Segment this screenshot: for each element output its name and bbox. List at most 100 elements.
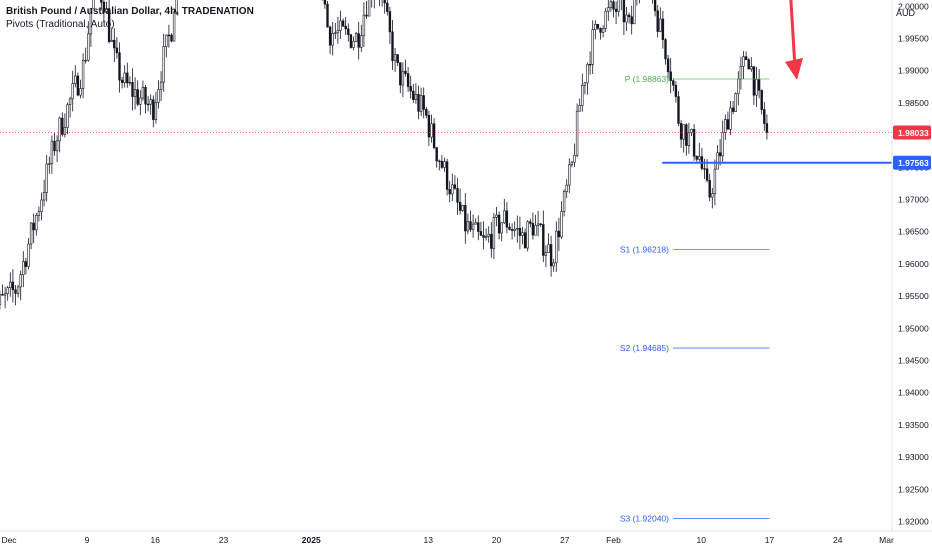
candle-up: [89, 7, 93, 35]
candle-down: [703, 168, 706, 170]
time-tick-label: 2025: [302, 535, 321, 545]
candle-down: [383, 0, 386, 4]
down-arrow-shaft: [789, 0, 797, 68]
candle-up: [500, 222, 503, 234]
symbol-title[interactable]: British Pound / Australian Dollar, 4h, T…: [6, 6, 254, 17]
candle-down: [664, 39, 667, 60]
candle-up: [729, 107, 732, 130]
candle-down: [438, 160, 441, 163]
candle-down: [596, 23, 600, 29]
candle-down: [341, 20, 345, 27]
candle-down: [404, 70, 407, 74]
candle-down: [529, 221, 532, 224]
candle-down: [344, 25, 347, 30]
candle-down: [456, 188, 459, 203]
candle-down: [685, 124, 688, 146]
candle-down: [61, 117, 64, 135]
candle-down: [412, 90, 415, 100]
candle-up: [560, 211, 563, 238]
candle-up: [336, 30, 340, 34]
time-axis[interactable]: Dec 9 16 23 2025 13 20 27 Feb 10 17 24 Mar: [1, 535, 894, 545]
candle-up: [521, 232, 524, 236]
candle-down: [349, 34, 353, 48]
candle-down: [357, 33, 360, 48]
indicator-label[interactable]: Pivots (Traditional, Auto): [6, 19, 115, 30]
time-tick-label: 27: [560, 535, 570, 545]
candle-up: [354, 33, 358, 42]
candle-down: [557, 230, 561, 238]
candle-up: [19, 274, 22, 288]
candle-up: [713, 168, 717, 195]
candle-down: [718, 152, 722, 157]
candle-up: [724, 119, 727, 133]
candle-down: [763, 109, 766, 124]
candle-down: [505, 210, 509, 228]
price-tick-label: 1.92500: [898, 484, 929, 494]
candle-up: [578, 105, 581, 112]
candle-up: [591, 29, 594, 65]
candle-down: [627, 14, 631, 17]
candle-down: [672, 80, 675, 86]
candle-up: [737, 78, 740, 95]
candle-up: [35, 215, 38, 231]
candle-down: [669, 71, 672, 81]
candle-down: [14, 289, 17, 294]
candle-down: [469, 221, 472, 230]
candle-down: [100, 0, 103, 3]
candle-up: [565, 184, 568, 192]
candle-up: [331, 33, 334, 46]
candle-down: [406, 73, 410, 87]
candle-down: [588, 64, 592, 66]
candle-up: [755, 79, 758, 96]
candle-up: [562, 191, 566, 212]
candle-up: [9, 281, 12, 288]
candle-up: [165, 34, 168, 47]
candle-up: [604, 10, 607, 29]
candle-up: [157, 89, 160, 103]
candle-up: [149, 99, 152, 105]
candle-up: [690, 129, 693, 133]
candle-up: [414, 94, 418, 100]
candle-down: [126, 72, 129, 84]
candle-down: [531, 223, 535, 236]
candle-down: [53, 140, 56, 152]
candle-up: [495, 214, 498, 218]
candle-down: [695, 155, 698, 160]
price-tick-label: 1.94000: [898, 388, 929, 398]
candle-down: [323, 0, 327, 5]
candle-down: [427, 115, 431, 138]
candle-down: [653, 0, 657, 12]
candle-up: [66, 104, 69, 128]
currency-label: AUD: [896, 8, 916, 18]
candle-down: [435, 147, 438, 162]
candle-down: [131, 81, 134, 97]
candle-up: [393, 54, 397, 61]
candle-down: [674, 84, 678, 97]
candle-down: [347, 28, 350, 35]
candle-down: [497, 214, 501, 234]
candle-up: [443, 161, 446, 168]
candle-up: [573, 155, 576, 163]
pivot-label: S2 (1.94685): [620, 343, 669, 353]
candle-down: [752, 66, 756, 96]
overlays-group: R2 (2.03041)1 (2.00396)P (1.98863)S1 (1.…: [0, 0, 892, 523]
time-tick-label: 10: [697, 535, 707, 545]
candle-up: [555, 230, 558, 264]
candle-up: [721, 132, 724, 157]
candle-down: [760, 90, 763, 110]
candle-up: [750, 66, 753, 70]
time-tick-label: 24: [833, 535, 843, 545]
candle-down: [328, 26, 332, 46]
candle-down: [32, 222, 35, 231]
candle-down: [432, 123, 436, 148]
candle-up: [461, 204, 464, 211]
candle-up: [79, 88, 82, 96]
candle-up: [172, 11, 176, 42]
candle-down: [118, 52, 121, 81]
time-tick-label: Dec: [1, 535, 17, 545]
candle-down: [458, 201, 462, 211]
candle-up: [367, 0, 371, 17]
price-tick-label: 1.93000: [898, 452, 929, 462]
